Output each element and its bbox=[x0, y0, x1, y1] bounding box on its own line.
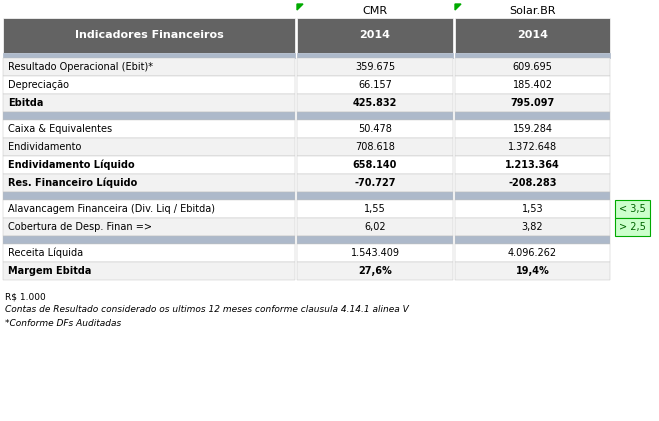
Bar bbox=[3, 200, 295, 218]
Bar bbox=[3, 192, 295, 200]
Bar bbox=[3, 112, 295, 120]
Text: 1.372.648: 1.372.648 bbox=[508, 142, 557, 152]
Bar bbox=[297, 218, 453, 236]
Polygon shape bbox=[297, 4, 303, 10]
Bar bbox=[3, 174, 295, 192]
Text: Depreciação: Depreciação bbox=[8, 80, 69, 90]
Text: *Conforme DFs Auditadas: *Conforme DFs Auditadas bbox=[5, 319, 121, 328]
Bar bbox=[455, 112, 610, 120]
Bar bbox=[3, 58, 295, 76]
Text: Contas de Resultado considerado os ultimos 12 meses conforme clausula 4.14.1 ali: Contas de Resultado considerado os ultim… bbox=[5, 306, 409, 314]
Bar bbox=[3, 236, 295, 244]
Bar bbox=[3, 138, 295, 156]
Text: Caixa & Equivalentes: Caixa & Equivalentes bbox=[8, 124, 112, 134]
Text: 27,6%: 27,6% bbox=[358, 266, 392, 276]
Bar bbox=[297, 76, 453, 94]
Text: 3,82: 3,82 bbox=[522, 222, 543, 232]
Bar bbox=[297, 53, 453, 58]
Text: 708.618: 708.618 bbox=[355, 142, 395, 152]
Bar bbox=[297, 244, 453, 262]
Bar bbox=[455, 244, 610, 262]
Text: CMR: CMR bbox=[362, 6, 387, 16]
Text: Indicadores Financeiros: Indicadores Financeiros bbox=[74, 30, 223, 40]
Text: 658.140: 658.140 bbox=[353, 160, 397, 170]
Text: 795.097: 795.097 bbox=[510, 98, 555, 108]
Bar bbox=[3, 4, 610, 18]
Text: 2014: 2014 bbox=[517, 30, 548, 40]
Bar bbox=[455, 58, 610, 76]
Text: Margem Ebitda: Margem Ebitda bbox=[8, 266, 92, 276]
Bar bbox=[455, 156, 610, 174]
Bar bbox=[455, 218, 610, 236]
Text: > 2,5: > 2,5 bbox=[619, 222, 646, 232]
Bar bbox=[3, 53, 295, 58]
Text: -208.283: -208.283 bbox=[508, 178, 557, 188]
Bar bbox=[455, 138, 610, 156]
Bar bbox=[455, 53, 610, 58]
Text: Endividamento Líquido: Endividamento Líquido bbox=[8, 160, 134, 170]
Bar bbox=[297, 262, 453, 280]
Bar bbox=[3, 120, 295, 138]
Text: 1.543.409: 1.543.409 bbox=[351, 248, 399, 258]
Text: 159.284: 159.284 bbox=[513, 124, 552, 134]
Bar bbox=[3, 76, 295, 94]
Text: 6,02: 6,02 bbox=[364, 222, 386, 232]
Bar bbox=[297, 200, 453, 218]
Bar bbox=[297, 18, 453, 53]
Text: < 3,5: < 3,5 bbox=[619, 204, 646, 214]
Bar bbox=[455, 200, 610, 218]
Text: Endividamento: Endividamento bbox=[8, 142, 81, 152]
Polygon shape bbox=[455, 4, 461, 10]
Bar bbox=[297, 94, 453, 112]
Text: 50.478: 50.478 bbox=[358, 124, 392, 134]
Bar bbox=[3, 156, 295, 174]
Bar bbox=[297, 112, 453, 120]
Bar bbox=[455, 192, 610, 200]
Bar bbox=[455, 76, 610, 94]
Bar bbox=[3, 262, 295, 280]
Bar bbox=[455, 120, 610, 138]
Bar bbox=[3, 18, 295, 53]
Bar bbox=[455, 94, 610, 112]
Text: Alavancagem Financeira (Div. Liq / Ebitda): Alavancagem Financeira (Div. Liq / Ebitd… bbox=[8, 204, 215, 214]
Text: 1,55: 1,55 bbox=[364, 204, 386, 214]
Bar bbox=[3, 218, 295, 236]
Text: 2014: 2014 bbox=[360, 30, 391, 40]
Text: 609.695: 609.695 bbox=[513, 62, 552, 72]
Text: 1,53: 1,53 bbox=[522, 204, 543, 214]
Text: 4.096.262: 4.096.262 bbox=[508, 248, 557, 258]
Text: Res. Financeiro Líquido: Res. Financeiro Líquido bbox=[8, 178, 137, 188]
Text: 66.157: 66.157 bbox=[358, 80, 392, 90]
Bar bbox=[297, 58, 453, 76]
Text: Ebitda: Ebitda bbox=[8, 98, 43, 108]
Bar bbox=[455, 174, 610, 192]
Text: 359.675: 359.675 bbox=[355, 62, 395, 72]
Text: Cobertura de Desp. Finan =>: Cobertura de Desp. Finan => bbox=[8, 222, 152, 232]
Text: -70.727: -70.727 bbox=[355, 178, 396, 188]
Bar bbox=[297, 120, 453, 138]
Text: Receita Líquida: Receita Líquida bbox=[8, 248, 83, 258]
Bar bbox=[297, 236, 453, 244]
Bar bbox=[615, 218, 650, 236]
Text: 19,4%: 19,4% bbox=[515, 266, 550, 276]
Bar bbox=[615, 200, 650, 218]
Bar bbox=[297, 138, 453, 156]
Text: 1.213.364: 1.213.364 bbox=[505, 160, 560, 170]
Text: R$ 1.000: R$ 1.000 bbox=[5, 293, 45, 301]
Text: 185.402: 185.402 bbox=[513, 80, 552, 90]
Bar bbox=[297, 192, 453, 200]
Bar bbox=[455, 18, 610, 53]
Bar bbox=[3, 94, 295, 112]
Bar bbox=[297, 174, 453, 192]
Text: Solar.BR: Solar.BR bbox=[509, 6, 556, 16]
Bar bbox=[297, 156, 453, 174]
Text: Resultado Operacional (Ebit)*: Resultado Operacional (Ebit)* bbox=[8, 62, 153, 72]
Bar bbox=[3, 244, 295, 262]
Bar bbox=[455, 236, 610, 244]
Text: 425.832: 425.832 bbox=[353, 98, 397, 108]
Bar bbox=[455, 262, 610, 280]
